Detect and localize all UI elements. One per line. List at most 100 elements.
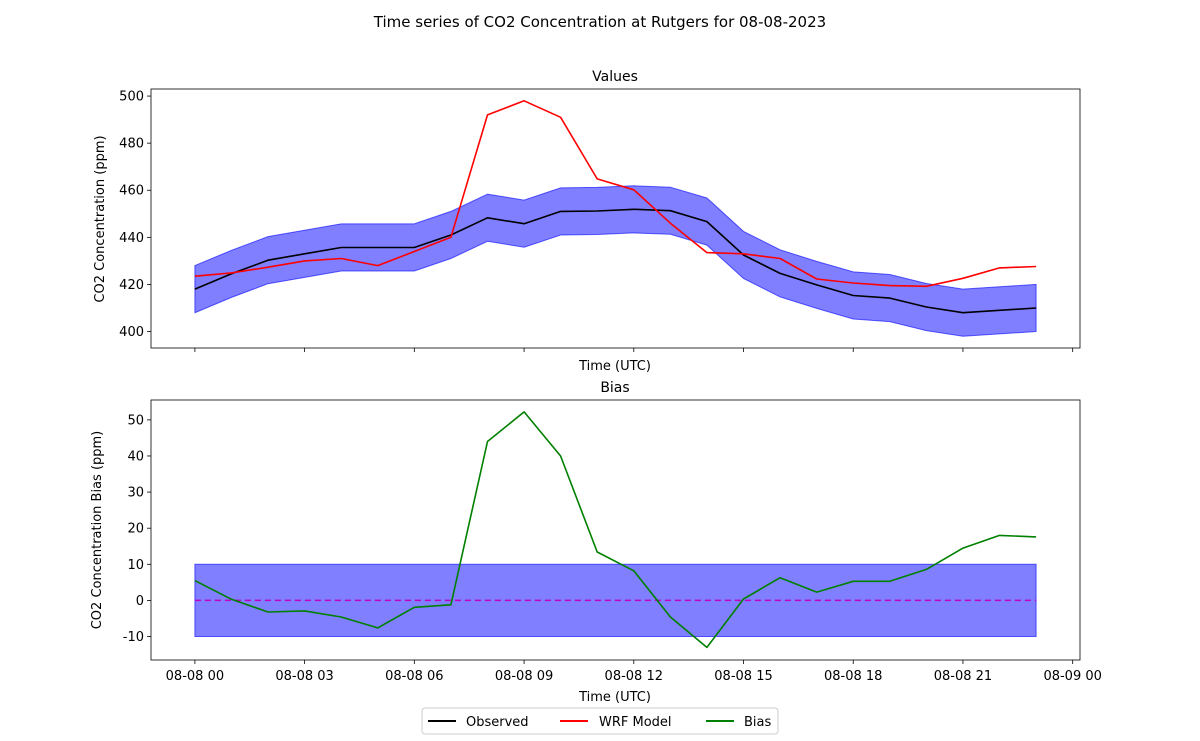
values-series-wrf-model-point [376,264,380,268]
values-series-wrf-model-point [486,113,490,117]
bias-axes-frame [150,399,1081,661]
values-y-tick-label: 440 [119,231,144,246]
values-series-wrf-model-point [559,115,563,119]
values-series-observed-point [961,311,965,315]
values-series-observed-point [632,207,636,211]
bias-series-bias-point [303,609,307,613]
values-series-observed-point [815,283,819,287]
bias-y-tick-label: 40 [127,449,144,464]
values-y-axis-label: CO2 Concentration (ppm) [93,135,108,302]
bias-x-axis-label: Time (UTC) [578,690,651,705]
values-series-wrf-model-point [339,257,343,261]
legend-label-bias: Bias [744,715,771,730]
values-series-observed-point [924,305,928,309]
values-series-observed-point [522,222,526,226]
bias-x-tick-label: 08-09 00 [1043,669,1101,684]
bias-series-bias-line [194,411,1037,649]
values-series-observed-point [559,209,563,213]
bias-x-tick-label: 08-08 15 [714,669,772,684]
legend-entry-wrf-model: WRF Model [560,715,672,730]
values-series-wrf-model-point [193,274,197,278]
bias-panel-title: Bias [600,380,629,396]
bias-series-bias-point [998,533,1002,537]
values-series-observed-point [193,287,197,291]
values-series-observed-line [194,208,1037,314]
values-series-wrf-model-point [888,284,892,288]
values-y-tick-label: 400 [119,325,144,340]
bias-series-bias-point [376,626,380,630]
legend-entry-observed: Observed [428,715,529,730]
values-y-tick-label: 420 [119,278,144,293]
values-series-wrf-model-point [1034,265,1038,269]
values-uncertainty-band [194,185,1037,337]
values-series-wrf-model-point [998,266,1002,270]
bias-series-bias-point [815,590,819,594]
values-series-wrf-model-point [449,235,453,239]
bias-series-bias-point [778,576,782,580]
bias-y-tick-label: 0 [136,594,144,609]
bias-series-bias-point [924,567,928,571]
values-series-observed-point [668,209,672,213]
values-series-observed-point [778,271,782,275]
values-series-wrf-model-point [230,271,234,275]
bias-y-tick-label: 30 [127,486,144,501]
bias-y-tick-label: 50 [127,413,144,428]
values-series-wrf-model-point [412,250,416,254]
values-series-wrf-model-line [194,100,1037,288]
values-series-wrf-model-point [595,177,599,181]
legend: Observed WRF Model Bias [421,707,779,735]
bias-x-tick-label: 08-08 00 [166,669,224,684]
values-series-observed-point [595,209,599,213]
values-series-wrf-model-point [961,276,965,280]
values-y-tick-label: 500 [119,90,144,105]
bias-x-tick-label: 08-08 18 [824,669,882,684]
values-series-wrf-model-point [851,281,855,285]
values-series-wrf-model-point [632,188,636,192]
values-series-wrf-model-point [668,221,672,225]
bias-series-bias-point [193,579,197,583]
values-series-observed-point [266,258,270,262]
values-panel-title: Values [592,69,638,85]
values-series-wrf-model-point [522,99,526,103]
bias-series-bias-point [1034,535,1038,539]
values-series-wrf-model-point [778,257,782,261]
bias-series-bias-point [412,605,416,609]
values-axes-frame [150,88,1081,349]
bias-x-tick-label: 08-08 12 [605,669,663,684]
bias-y-tick-label: 10 [127,558,144,573]
bias-series-bias-point [522,410,526,414]
bias-y-axis-label: CO2 Concentration Bias (ppm) [90,431,105,630]
values-series-observed-point [486,216,490,220]
bias-x-tick-label: 08-08 03 [275,669,333,684]
legend-label-observed: Observed [466,715,529,730]
values-series-wrf-model-point [266,265,270,269]
bias-series-bias-point [486,440,490,444]
bias-series-bias-point [742,597,746,601]
bias-series-bias-point [888,579,892,583]
bias-y-tick-label: 20 [127,522,144,537]
values-panel: Values 400 420 440 460 480 500 Time (UTC) CO2… [93,69,1081,374]
values-series-observed-point [705,220,709,224]
bias-series-bias-point [961,546,965,550]
values-y-tick-label: 480 [119,137,144,152]
bias-x-tick-label: 08-08 21 [934,669,992,684]
values-plot-area: 400 420 440 460 480 500 [119,90,1074,352]
bias-y-tick-label: -10 [123,630,144,645]
figure-title: Time series of CO2 Concentration at Rutg… [373,13,826,31]
values-series-observed-point [376,246,380,250]
values-series-observed-point [888,296,892,300]
bias-series-bias-point [595,550,599,554]
values-series-wrf-model-point [705,251,709,255]
values-series-wrf-model-point [303,259,307,263]
bias-series-bias-point [668,615,672,619]
values-series-wrf-model-point [742,252,746,256]
values-series-observed-point [851,294,855,298]
values-series-observed-point [1034,306,1038,310]
values-series-observed-point [412,246,416,250]
bias-series-bias-point [705,645,709,649]
legend-frame [421,707,779,735]
bias-series-bias-point [266,610,270,614]
bias-panel: Bias -10 0 10 20 30 40 50 08-08 00 08-08 03 08-08… [90,380,1102,705]
values-series-observed-point [339,246,343,250]
